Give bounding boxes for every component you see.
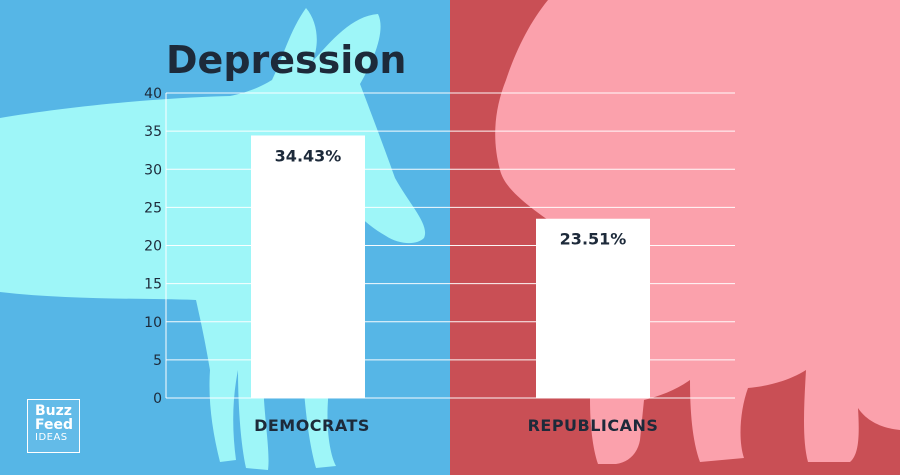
bar-value-label: 34.43% [275, 146, 342, 165]
y-tick-label: 15 [144, 277, 162, 293]
bar-democrats [251, 135, 365, 398]
category-label: REPUBLICANS [528, 416, 659, 435]
x-axis-categories: DEMOCRATS REPUBLICANS [254, 416, 658, 435]
logo-line-2: Feed [35, 417, 74, 433]
y-axis-ticks: 0 5 10 15 20 25 30 35 40 [144, 86, 162, 407]
buzzfeed-ideas-logo: Buzz Feed IDEAS [27, 399, 80, 453]
bar-republicans [536, 218, 650, 398]
y-tick-label: 20 [144, 239, 162, 255]
y-tick-label: 35 [144, 124, 162, 140]
y-tick-label: 30 [144, 162, 162, 178]
logo-line-1: Buzz [35, 403, 72, 419]
bar-value-label: 23.51% [560, 230, 627, 249]
category-label: DEMOCRATS [254, 416, 370, 435]
bars: 34.43% 23.51% [251, 135, 650, 398]
y-tick-label: 5 [153, 353, 162, 369]
logo-line-3: IDEAS [35, 432, 68, 443]
y-tick-label: 40 [144, 86, 162, 102]
y-tick-label: 10 [144, 315, 162, 331]
y-tick-label: 25 [144, 200, 162, 216]
chart-title: Depression [166, 38, 406, 82]
y-tick-label: 0 [153, 391, 162, 407]
